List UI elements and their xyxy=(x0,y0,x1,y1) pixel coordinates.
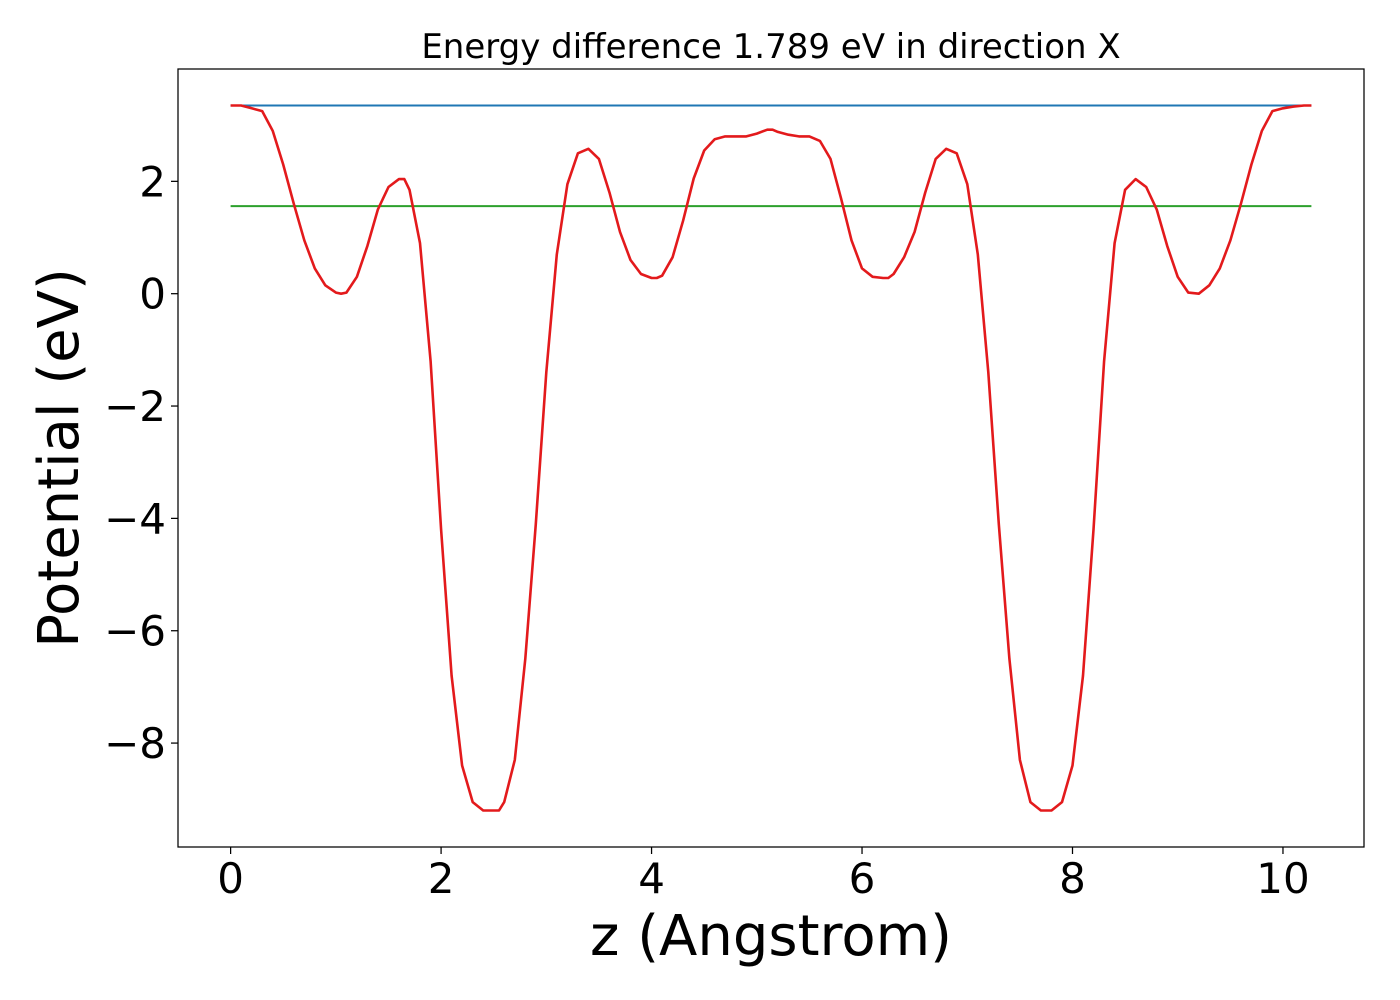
y-tick-label: −2 xyxy=(104,382,166,431)
y-tick-label: −8 xyxy=(104,719,166,768)
chart-title: Energy difference 1.789 eV in direction … xyxy=(421,27,1120,67)
plot-area xyxy=(177,68,1365,848)
x-axis-label: z (Angstrom) xyxy=(590,904,952,969)
y-axis-label: Potential (eV) xyxy=(27,268,92,648)
series-line-3 xyxy=(230,104,1312,812)
y-tick-label: 2 xyxy=(139,157,166,206)
x-tick-label: 6 xyxy=(849,854,876,903)
x-tick-label: 10 xyxy=(1256,854,1309,903)
y-tick-label: 0 xyxy=(139,270,166,319)
y-tick-label: −4 xyxy=(104,494,166,543)
y-axis: −8 −6 −4 −2 0 2 xyxy=(104,157,178,768)
series-layer xyxy=(230,104,1312,812)
x-axis: 0 2 4 6 8 10 xyxy=(217,847,1310,903)
x-tick-label: 2 xyxy=(428,854,455,903)
x-tick-label: 4 xyxy=(638,854,665,903)
plot-frame xyxy=(177,68,1365,848)
x-tick-label: 0 xyxy=(217,854,244,903)
y-tick-label: −6 xyxy=(104,607,166,656)
x-tick-label: 8 xyxy=(1059,854,1086,903)
